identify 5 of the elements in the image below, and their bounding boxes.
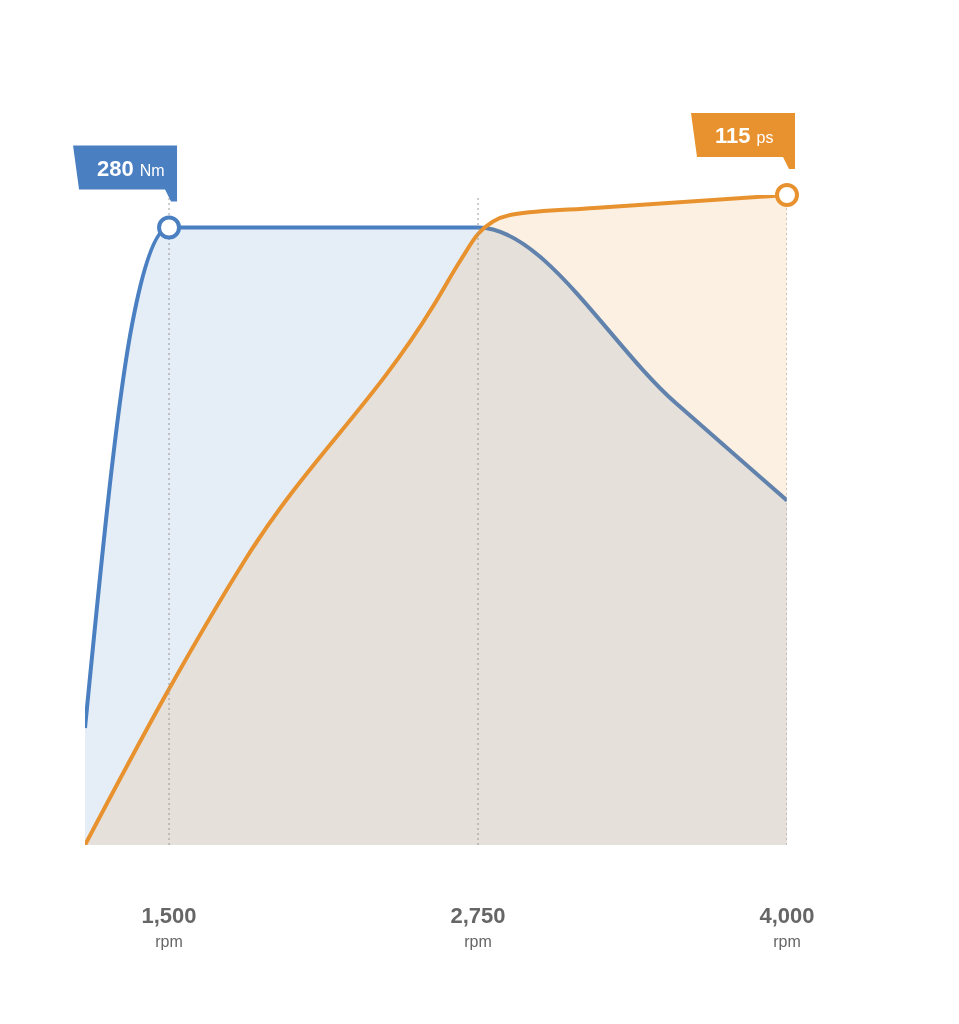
annotation: 280 Nm xyxy=(97,155,165,181)
x-tick-label: 2,750 rpm xyxy=(450,903,506,950)
annotation: 115 ps xyxy=(715,123,774,148)
x-tick-label: 4,000 rpm xyxy=(759,903,815,950)
x-tick-label: 1,500 rpm xyxy=(141,903,197,950)
